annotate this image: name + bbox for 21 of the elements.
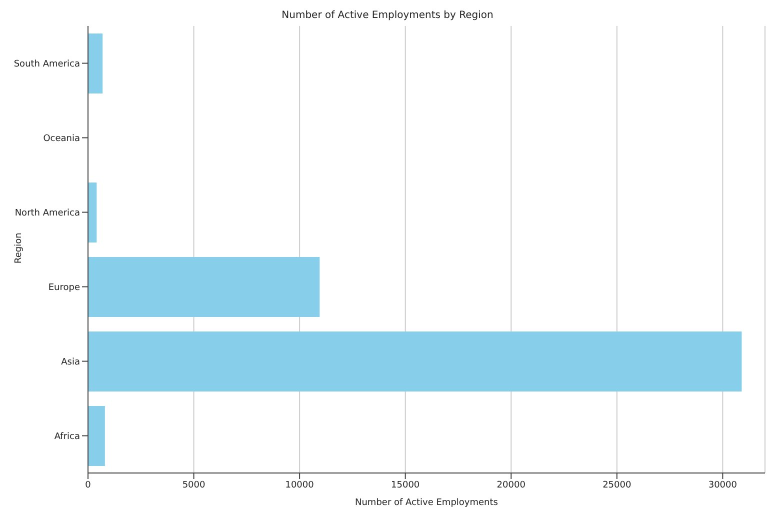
x-tick-label: 10000 bbox=[285, 480, 314, 490]
x-tick-label: 30000 bbox=[708, 480, 738, 490]
x-tick-label: 5000 bbox=[182, 480, 206, 490]
bar bbox=[88, 331, 742, 392]
y-tick-label: Europe bbox=[48, 282, 80, 293]
x-tick-label: 20000 bbox=[496, 480, 526, 490]
bar bbox=[88, 256, 320, 317]
x-axis-title: Number of Active Employments bbox=[355, 498, 498, 507]
x-tick-label: 15000 bbox=[391, 480, 420, 490]
y-tick-label: Oceania bbox=[43, 134, 80, 144]
chart-title: Number of Active Employments by Region bbox=[280, 9, 494, 23]
y-tick-label: South America bbox=[14, 59, 80, 70]
y-tick-label: North America bbox=[14, 208, 80, 218]
y-tick-label: Asia bbox=[61, 357, 80, 368]
y-axis-title: Region bbox=[14, 232, 24, 264]
bar bbox=[88, 33, 103, 94]
x-tick-label: 0 bbox=[85, 480, 92, 490]
bar bbox=[88, 182, 97, 242]
y-tick-label: Africa bbox=[54, 432, 80, 442]
x-tick-label: 25000 bbox=[602, 480, 632, 490]
bar bbox=[88, 406, 105, 466]
